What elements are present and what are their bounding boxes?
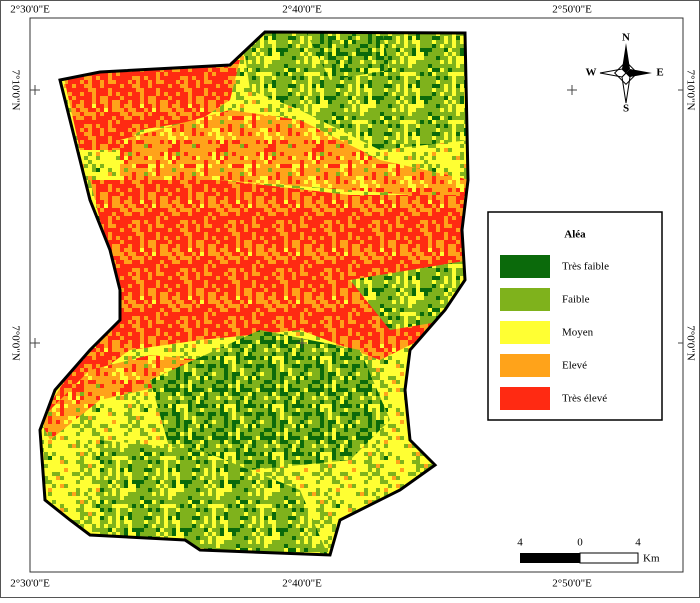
latitude-label: 7°0'0"N [9, 325, 21, 360]
arrow-e [626, 69, 652, 77]
longitude-label: 2°50'0"E [552, 578, 592, 590]
latitude-label: 7°10'0"N [9, 70, 21, 111]
legend-swatch [500, 255, 550, 278]
legend-swatch [500, 321, 550, 344]
arrow-center [613, 60, 639, 86]
legend-box [487, 211, 663, 421]
legend-title: Aléa [564, 229, 586, 241]
legend-swatch [500, 288, 550, 311]
scale-white [579, 552, 639, 564]
scale-label: 4 [635, 537, 641, 549]
zone-red-nw [60, 60, 240, 150]
longitude-label: 2°40'0"E [282, 578, 322, 590]
legend-label: Très élevé [562, 393, 607, 405]
longitude-label: 2°30'0"E [10, 578, 50, 590]
compass-w: W [586, 67, 597, 79]
zone-eleve [120, 110, 468, 200]
scale-bar [520, 552, 639, 564]
compass-s: S [623, 103, 629, 115]
zone-faible-south [100, 440, 330, 555]
zone-tres-eleve [40, 180, 468, 420]
scale-black [520, 553, 580, 563]
latitude-label: 7°10'0"N [684, 70, 696, 111]
scale-label: 4 [517, 537, 523, 549]
legend-label: Faible [562, 294, 590, 306]
legend-label: Très faible [562, 261, 609, 273]
north-arrow [599, 43, 652, 104]
arrow-n [622, 43, 630, 73]
legend-swatch [500, 354, 550, 377]
zone-tres-faible-center [150, 330, 390, 470]
longitude-label: 2°50'0"E [552, 4, 592, 16]
region-outline [38, 30, 470, 557]
zone-tres-faible-north [300, 32, 390, 80]
legend-label: Moyen [562, 327, 594, 339]
compass-e: E [656, 67, 663, 79]
zone-faible-north [240, 32, 468, 150]
legend-swatch [500, 387, 550, 410]
longitude-label: 2°30'0"E [10, 4, 50, 16]
latitude-label: 7°0'0"N [684, 325, 696, 360]
longitude-label: 2°40'0"E [282, 4, 322, 16]
zone-faible-east [350, 260, 468, 330]
scale-label: 0 [577, 537, 583, 549]
legend-label: Elevé [562, 360, 587, 372]
scale-unit: Km [643, 553, 660, 565]
legend: Aléa Très faible Faible Moyen Elevé Très élev… [487, 211, 663, 421]
compass-n: N [622, 32, 630, 44]
